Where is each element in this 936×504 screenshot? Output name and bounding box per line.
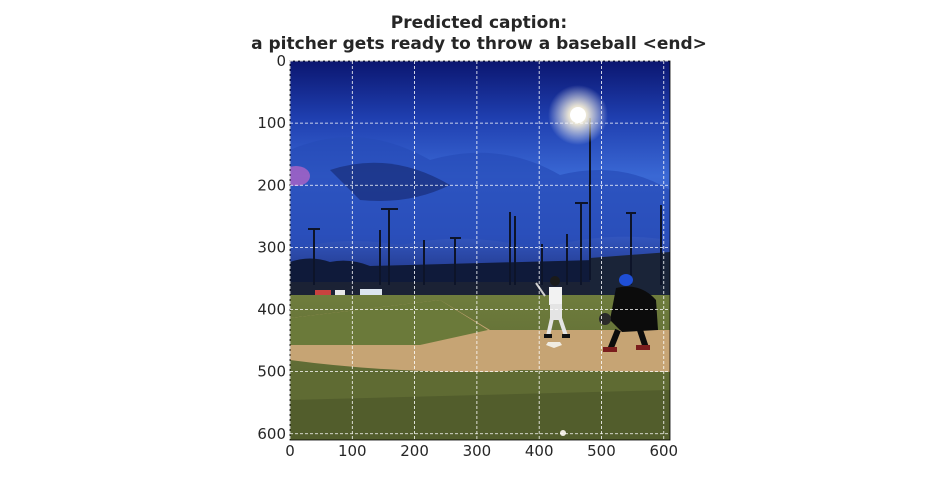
title-line-1: Predicted caption: — [390, 13, 568, 33]
x-tick-label: 0 — [285, 442, 295, 460]
y-tick-label: 300 — [257, 238, 286, 256]
title-line-2: a pitcher gets ready to throw a baseball… — [251, 34, 707, 54]
y-tick-label: 500 — [257, 363, 286, 381]
light-poles — [308, 118, 662, 285]
purple-glow — [290, 166, 310, 186]
baseball-photo — [290, 61, 670, 440]
grid-lines — [289, 60, 670, 440]
y-tick-label: 600 — [257, 425, 286, 443]
x-tick-label: 300 — [463, 442, 492, 460]
y-tick-label: 100 — [257, 114, 286, 132]
batter — [535, 276, 570, 338]
x-axis-ticks: 0 100 200 300 400 500 600 — [285, 442, 678, 460]
x-tick-label: 600 — [649, 442, 678, 460]
x-tick-label: 500 — [587, 442, 616, 460]
grass-shadow — [290, 390, 670, 440]
chart-title: Predicted caption: a pitcher gets ready … — [0, 13, 936, 55]
y-tick-label: 0 — [276, 52, 286, 70]
x-tick-label: 100 — [338, 442, 367, 460]
y-axis-ticks: 0 100 200 300 400 500 600 — [257, 52, 286, 443]
dark-cloud — [330, 162, 450, 201]
x-tick-label: 400 — [525, 442, 554, 460]
x-tick-label: 200 — [400, 442, 429, 460]
catcher — [599, 274, 658, 352]
home-plate — [546, 342, 562, 348]
y-tick-label: 200 — [257, 176, 286, 194]
y-tick-label: 400 — [257, 301, 286, 319]
baseball — [560, 430, 566, 436]
infield-grass — [290, 300, 488, 345]
outfield-fence — [290, 282, 670, 296]
